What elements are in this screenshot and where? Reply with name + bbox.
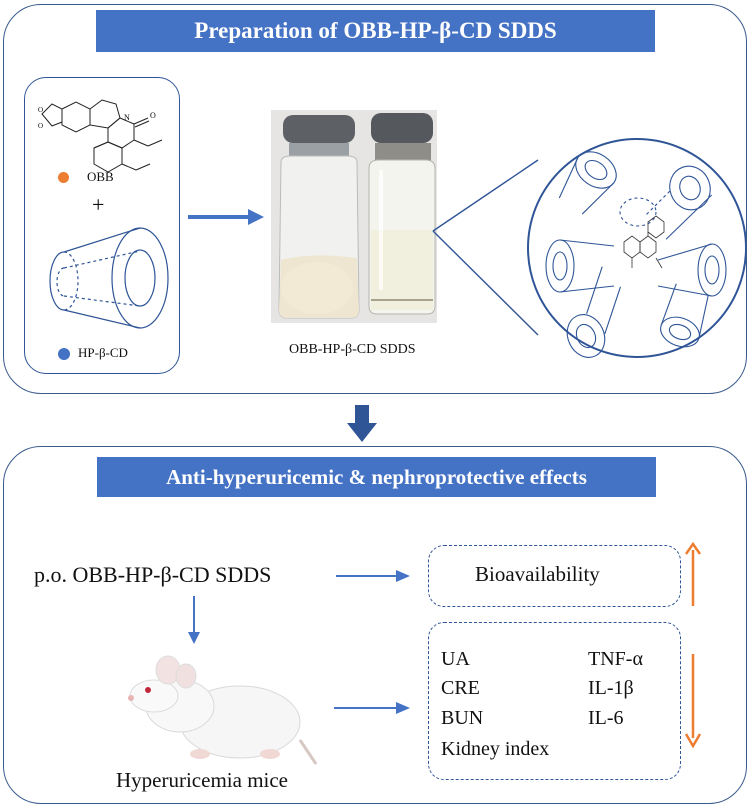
bioavailability-label: Bioavailability [475,562,600,586]
preparation-title: Preparation of OBB-HP-β-CD SDDS [194,18,557,43]
svg-text:N: N [124,113,130,122]
ingredients-box [24,77,180,374]
zoom-callout [432,138,746,358]
marker-il6: IL-6 [588,707,624,729]
effects-title: Anti-hyperuricemic & nephroprotective ef… [166,464,587,489]
preparation-title-banner: Preparation of OBB-HP-β-CD SDDS [96,10,655,52]
plus-sign: + [92,192,105,217]
bioavailability-box [428,545,681,607]
vials-illustration [271,110,437,323]
cyclodextrin-cone-icon [49,227,169,329]
arrow-to-mice-icon [188,596,200,644]
vials-caption: OBB-HP-β-CD SDDS [289,342,416,357]
mouse-illustration [128,655,318,765]
arrow-to-bioavailability-icon [336,570,410,582]
decrease-arrow-icon [684,654,702,748]
marker-bun: BUN [441,707,484,729]
process-arrow-icon [188,209,264,225]
marker-cre: CRE [441,677,480,699]
svg-text:O: O [38,106,43,114]
markers-box [428,622,681,780]
down-arrow-icon [347,405,377,442]
marker-tnf: TNF-α [588,648,643,670]
obb-structure-icon: N O O O [38,99,163,173]
marker-il1b: IL-1β [588,677,634,699]
hpcd-dot [58,348,70,360]
obb-label: OBB [87,169,114,184]
effects-panel [3,446,747,804]
marker-ua: UA [441,648,470,670]
obb-dot [58,172,69,183]
mice-label: Hyperuricemia mice [116,768,288,792]
svg-text:O: O [150,111,156,120]
effects-title-banner: Anti-hyperuricemic & nephroprotective ef… [97,457,656,497]
arrow-to-markers-icon [334,702,410,714]
increase-arrow-icon [684,542,702,606]
svg-text:O: O [38,122,43,130]
route-text: p.o. OBB-HP-β-CD SDDS [34,562,272,587]
hpcd-label: HP-β-CD [78,345,128,360]
vials-photo [271,110,437,323]
marker-kidney-index: Kidney index [441,738,550,760]
